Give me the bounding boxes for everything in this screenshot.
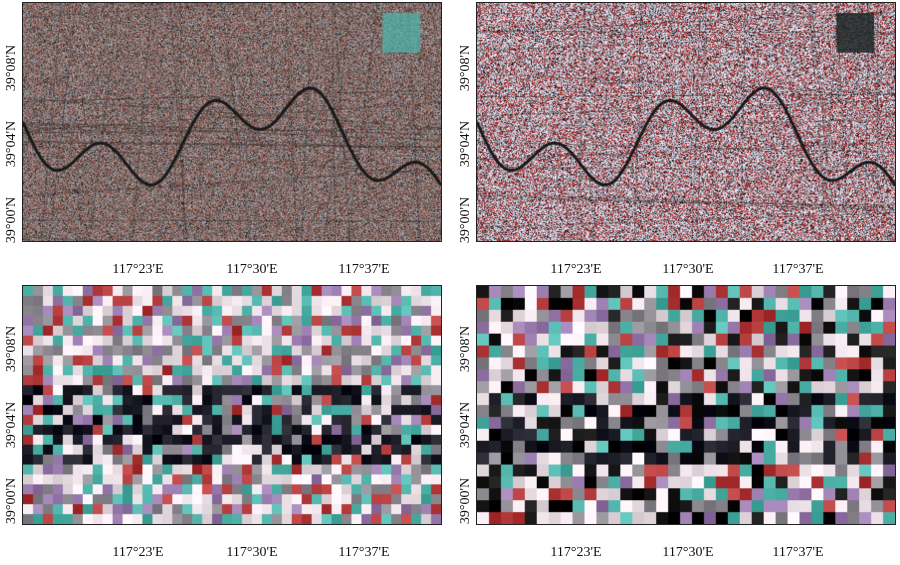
lat-axis-bottom-left: 39°00'N 39°04'N 39°08'N xyxy=(2,305,22,545)
lon-axis-bottom-left: 117°23'E 117°30'E 117°37'E xyxy=(22,545,442,563)
lon-tick: 117°23'E xyxy=(112,262,164,277)
satellite-image-coarse xyxy=(23,286,441,524)
lon-tick: 117°30'E xyxy=(662,545,714,560)
map-panel-bottom-right xyxy=(476,285,896,525)
satellite-image-coarse-alt xyxy=(477,286,895,524)
lon-tick: 117°30'E xyxy=(662,262,714,277)
satellite-image-false-color xyxy=(477,3,895,241)
map-panel-top-right xyxy=(476,2,896,242)
map-panel-bottom-left xyxy=(22,285,442,525)
lat-tick: 39°08'N xyxy=(458,325,473,373)
lat-tick: 39°04'N xyxy=(458,401,473,449)
lon-tick: 117°37'E xyxy=(338,262,390,277)
lat-tick: 39°08'N xyxy=(458,44,473,92)
lat-tick: 39°04'N xyxy=(458,120,473,168)
lon-tick: 117°23'E xyxy=(550,262,602,277)
lat-tick: 39°00'N xyxy=(458,196,473,244)
lat-tick: 39°00'N xyxy=(4,477,19,525)
lat-axis-bottom-right: 39°00'N 39°04'N 39°08'N xyxy=(456,305,476,545)
lon-tick: 117°37'E xyxy=(772,545,824,560)
lon-tick: 117°30'E xyxy=(226,545,278,560)
lon-tick: 117°23'E xyxy=(550,545,602,560)
lat-tick: 39°08'N xyxy=(4,44,19,92)
satellite-image-true-color xyxy=(23,3,441,241)
lat-tick: 39°00'N xyxy=(4,196,19,244)
map-panel-top-left xyxy=(22,2,442,242)
lat-tick: 39°04'N xyxy=(4,401,19,449)
lat-tick: 39°08'N xyxy=(4,325,19,373)
lon-tick: 117°37'E xyxy=(338,545,390,560)
lon-tick: 117°23'E xyxy=(112,545,164,560)
lat-axis-top-left: 39°00'N 39°04'N 39°08'N xyxy=(2,24,22,264)
lon-axis-top-right: 117°23'E 117°30'E 117°37'E xyxy=(476,262,896,280)
lon-axis-top-left: 117°23'E 117°30'E 117°37'E xyxy=(22,262,442,280)
lat-axis-top-right: 39°00'N 39°04'N 39°08'N xyxy=(456,24,476,264)
lat-tick: 39°04'N xyxy=(4,120,19,168)
lat-tick: 39°00'N xyxy=(458,477,473,525)
lon-tick: 117°30'E xyxy=(226,262,278,277)
lon-axis-bottom-right: 117°23'E 117°30'E 117°37'E xyxy=(476,545,896,563)
lon-tick: 117°37'E xyxy=(772,262,824,277)
